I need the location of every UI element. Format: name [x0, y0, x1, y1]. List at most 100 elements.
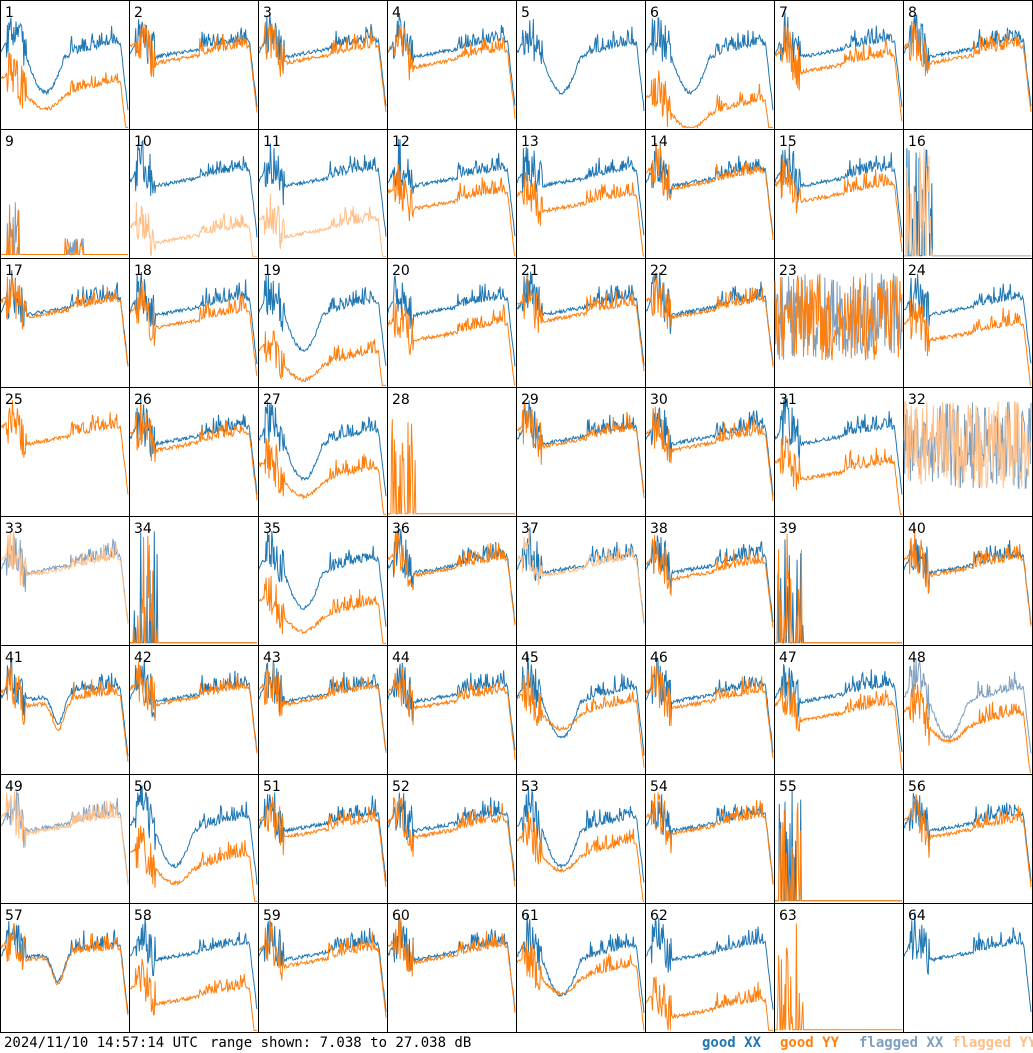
panel-label: 52 — [392, 779, 410, 795]
panel-6: 6 — [645, 0, 775, 130]
trace-xx-good — [903, 793, 1032, 882]
panel-54: 54 — [645, 774, 775, 904]
trace-yy-good — [645, 274, 774, 367]
panel-47: 47 — [774, 645, 904, 775]
trace-xx-good — [0, 17, 129, 111]
trace-yy-good — [258, 796, 387, 888]
trace-xx-good — [387, 528, 516, 624]
panel-label: 43 — [263, 650, 281, 666]
panel-label: 64 — [908, 908, 926, 924]
panel-label: 39 — [779, 521, 797, 537]
panel-label: 38 — [650, 521, 668, 537]
trace-yy-good — [645, 406, 774, 502]
trace-yy-good — [258, 330, 386, 386]
trace-yy-flagged — [0, 530, 129, 624]
trace-yy-flagged — [129, 202, 257, 257]
trace-xx-good — [387, 14, 516, 106]
legend-good-xx: good XX — [702, 1035, 762, 1051]
trace-yy-good — [516, 811, 644, 902]
panel-21: 21 — [516, 258, 646, 388]
panel-label: 24 — [908, 263, 926, 279]
trace-yy-good — [0, 663, 129, 762]
panel-label: 23 — [779, 263, 797, 279]
trace-yy-good — [903, 21, 1032, 112]
panel-1: 1 — [0, 0, 130, 130]
panel-18: 18 — [129, 258, 259, 388]
panel-42: 42 — [129, 645, 259, 775]
trace-yy-good — [903, 793, 1032, 888]
panel-label: 44 — [392, 650, 410, 666]
panel-label: 16 — [908, 134, 926, 150]
panel-label: 1 — [5, 5, 14, 21]
panel-label: 28 — [392, 392, 410, 408]
trace-yy-good — [0, 400, 129, 495]
trace-yy-good — [516, 272, 645, 372]
panel-4: 4 — [387, 0, 517, 130]
trace-yy-flagged — [516, 531, 645, 625]
trace-yy-good — [516, 940, 645, 1031]
panel-34: 34 — [129, 516, 259, 646]
panel-label: 47 — [779, 650, 797, 666]
panel-label: 2 — [134, 5, 143, 21]
trace-xx-good — [645, 917, 774, 1010]
panel-label: 58 — [134, 908, 152, 924]
trace-xx-good — [903, 14, 1032, 107]
panel-label: 49 — [5, 779, 23, 795]
panel-56: 56 — [903, 774, 1033, 904]
trace-yy-good — [0, 275, 129, 367]
trace-yy-good — [129, 825, 257, 902]
panel-frame — [516, 0, 646, 130]
trace-yy-good — [645, 70, 773, 129]
trace-yy-good — [516, 668, 645, 768]
panel-label: 15 — [779, 134, 797, 150]
panel-45: 45 — [516, 645, 646, 775]
panel-label: 35 — [263, 521, 281, 537]
panel-51: 51 — [258, 774, 388, 904]
trace-yy-good — [387, 916, 516, 1014]
panel-49: 49 — [0, 774, 130, 904]
panel-7: 7 — [774, 0, 904, 130]
trace-xx-good — [258, 530, 387, 627]
trace-yy-good — [774, 158, 903, 253]
panel-label: 55 — [779, 779, 797, 795]
trace-xx-good — [516, 914, 645, 1013]
panel-24: 24 — [903, 258, 1033, 388]
trace-xx-good — [645, 657, 774, 753]
panel-16: 16 — [903, 129, 1033, 259]
trace-yy-good — [387, 797, 516, 887]
panel-label: 8 — [908, 5, 917, 21]
trace-yy-good — [645, 144, 774, 241]
panel-label: 26 — [134, 392, 152, 408]
panel-58: 58 — [129, 903, 259, 1033]
panel-39: 39 — [774, 516, 904, 646]
panel-32: 32 — [903, 387, 1033, 517]
panel-label: 41 — [5, 650, 23, 666]
trace-xx-good — [903, 539, 1032, 625]
panel-label: 5 — [521, 5, 530, 21]
panel-label: 61 — [521, 908, 539, 924]
panel-13: 13 — [516, 129, 646, 259]
panel-label: 40 — [908, 521, 926, 537]
panel-frame — [387, 0, 517, 130]
panel-57: 57 — [0, 903, 130, 1033]
trace-xx-good — [129, 272, 258, 365]
trace-xx-good — [516, 19, 645, 111]
trace-yy-good — [774, 435, 902, 515]
trace-yy-good — [387, 24, 516, 119]
panel-2: 2 — [129, 0, 259, 130]
panel-12: 12 — [387, 129, 517, 259]
panel-64: 64 — [903, 903, 1033, 1033]
panel-37: 37 — [516, 516, 646, 646]
trace-xx-good — [645, 143, 774, 235]
panel-40: 40 — [903, 516, 1033, 646]
panel-label: 14 — [650, 134, 668, 150]
panel-50: 50 — [129, 774, 259, 904]
panel-label: 17 — [5, 263, 23, 279]
range-label: range shown: 7.038 to 27.038 dB — [210, 1035, 472, 1051]
panel-8: 8 — [903, 0, 1033, 130]
panel-27: 27 — [258, 387, 388, 517]
panel-48: 48 — [903, 645, 1033, 775]
trace-xx-good — [258, 143, 387, 237]
panel-label: 34 — [134, 521, 152, 537]
panel-29: 29 — [516, 387, 646, 517]
